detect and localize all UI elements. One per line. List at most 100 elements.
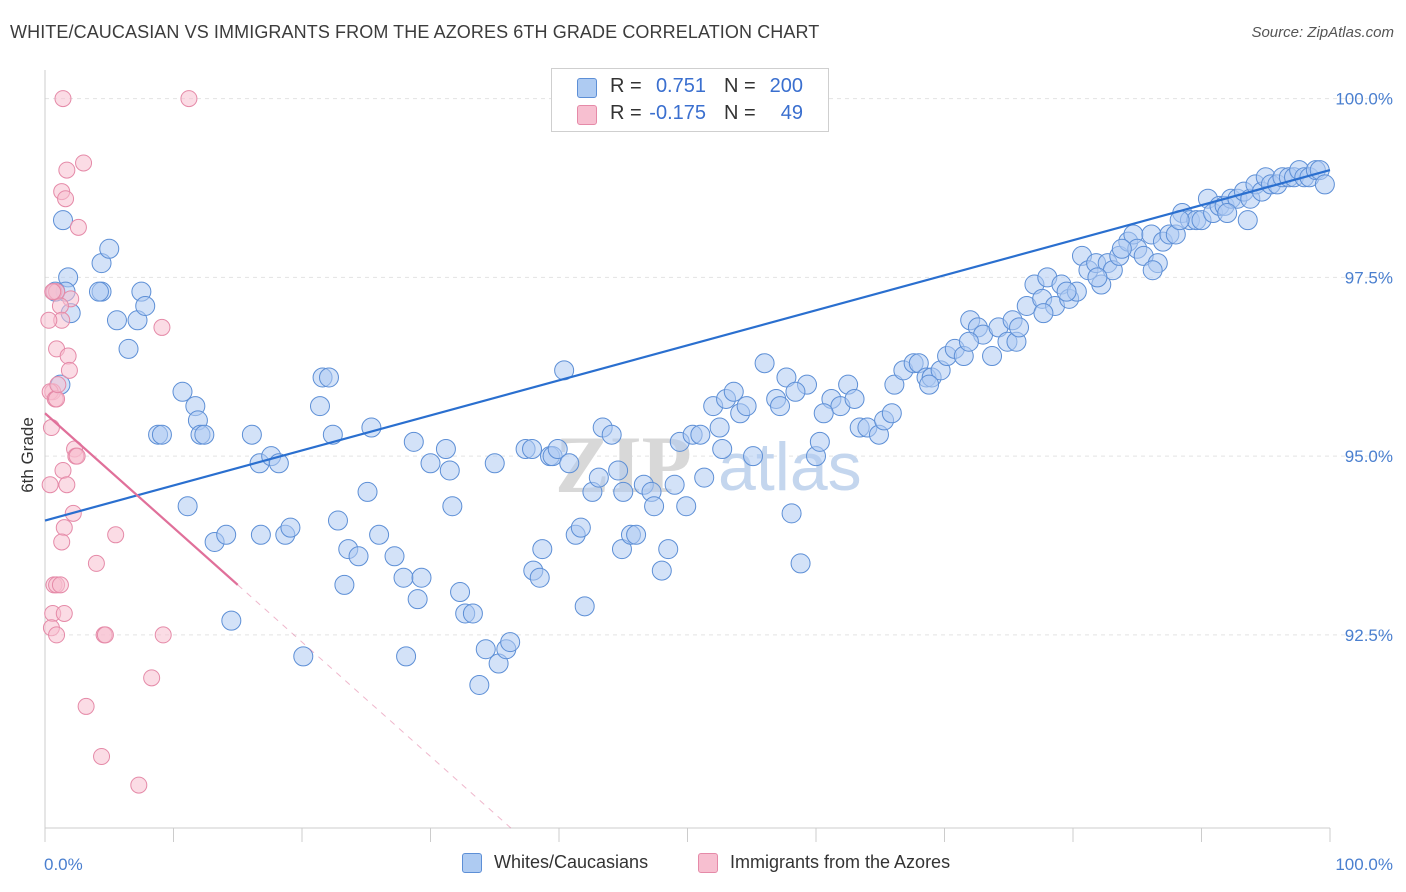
data-point-whites	[723, 381, 744, 402]
data-point-whites	[216, 524, 237, 545]
data-point-whites	[106, 310, 127, 331]
legend-n-label: N =	[724, 75, 756, 97]
data-point-whites	[532, 539, 553, 560]
tick-labels: 92.5% 95.0% 97.5% 100.0% 0.0% 100.0%	[44, 90, 1393, 874]
data-point-whites	[809, 431, 830, 452]
data-point-whites	[88, 281, 109, 302]
data-point-whites	[407, 589, 428, 610]
watermark-atlas: atlas	[718, 429, 862, 505]
data-point-azores	[59, 347, 77, 365]
data-points	[40, 90, 1335, 794]
data-point-azores	[153, 318, 171, 336]
data-point-whites	[221, 610, 242, 631]
data-point-whites	[785, 381, 806, 402]
data-point-whites	[844, 388, 865, 409]
stats-legend: R = 0.751 N = 200 R = -0.175 N = 49	[551, 68, 829, 132]
data-point-whites	[369, 524, 390, 545]
data-point-whites	[393, 567, 414, 588]
legend-swatch-blue	[577, 78, 597, 98]
data-point-whites	[318, 367, 339, 388]
legend-r-label: R =	[610, 75, 642, 97]
data-point-azores	[58, 161, 76, 179]
source-credit: Source: ZipAtlas.com	[1251, 24, 1394, 41]
data-point-whites	[403, 431, 424, 452]
data-point-whites	[601, 424, 622, 445]
data-point-whites	[462, 603, 483, 624]
bottom-legend-swatch-pink	[698, 853, 718, 873]
data-point-azores	[58, 476, 76, 494]
data-point-whites	[676, 496, 697, 517]
data-point-whites	[559, 453, 580, 474]
data-point-whites	[813, 403, 834, 424]
data-point-whites	[958, 331, 979, 352]
data-point-azores	[54, 90, 72, 108]
grid-lines	[45, 98, 1390, 636]
data-point-azores	[51, 297, 69, 315]
data-point-whites	[709, 417, 730, 438]
legend-row-azores: R = -0.175 N = 49	[552, 101, 828, 127]
data-point-whites	[1217, 203, 1238, 224]
data-point-azores	[143, 669, 161, 687]
data-point-whites	[411, 567, 432, 588]
data-point-whites	[334, 574, 355, 595]
data-point-whites	[384, 546, 405, 567]
data-point-whites	[658, 539, 679, 560]
data-point-whites	[1087, 267, 1108, 288]
data-point-azores	[180, 90, 198, 108]
data-point-whites	[529, 567, 550, 588]
data-point-azores	[57, 190, 75, 208]
data-point-whites	[1111, 238, 1132, 259]
data-point-whites	[52, 210, 73, 231]
data-point-whites	[118, 338, 139, 359]
data-point-azores	[49, 376, 67, 394]
y-tick-label: 100.0%	[1335, 90, 1393, 109]
legend-r-value: -0.175	[649, 102, 706, 124]
legend-row-whites: R = 0.751 N = 200	[552, 74, 828, 100]
data-point-azores	[40, 311, 58, 329]
data-point-whites	[690, 424, 711, 445]
data-point-whites	[712, 439, 733, 459]
data-point-azores	[69, 218, 87, 236]
data-point-whites	[484, 453, 505, 474]
data-point-azores	[87, 554, 105, 572]
data-point-azores	[130, 776, 148, 794]
data-point-whites	[743, 446, 764, 467]
data-point-whites	[357, 481, 378, 502]
y-axis-label: 6th Grade	[18, 417, 37, 493]
data-point-whites	[293, 646, 314, 667]
data-point-whites	[664, 474, 685, 495]
chart-title: WHITE/CAUCASIAN VS IMMIGRANTS FROM THE A…	[10, 22, 820, 42]
y-tick-label: 92.5%	[1345, 626, 1393, 645]
data-point-whites	[1056, 281, 1077, 302]
data-point-whites	[172, 381, 193, 402]
data-point-whites	[608, 460, 629, 481]
data-point-whites	[1237, 210, 1258, 231]
bottom-legend-label: Immigrants from the Azores	[730, 852, 951, 872]
data-point-whites	[151, 424, 172, 445]
trend-lines	[44, 169, 1331, 829]
bottom-legend-label: Whites/Caucasians	[494, 852, 649, 872]
data-point-azores	[75, 154, 93, 172]
data-point-whites	[1314, 174, 1335, 195]
axes	[44, 70, 1331, 842]
data-point-whites	[309, 396, 330, 417]
data-point-whites	[99, 238, 120, 259]
data-point-whites	[348, 546, 369, 567]
data-point-whites	[442, 496, 463, 517]
data-point-whites	[626, 524, 647, 545]
x-tick-label: 100.0%	[1335, 855, 1393, 874]
data-point-azores	[93, 747, 111, 765]
data-point-whites	[500, 632, 521, 653]
data-point-azores	[55, 604, 73, 622]
data-point-azores	[60, 361, 78, 379]
data-point-azores	[96, 626, 114, 644]
data-point-azores	[42, 419, 60, 437]
data-point-azores	[44, 283, 62, 301]
data-point-whites	[770, 396, 791, 417]
data-point-whites	[570, 517, 591, 538]
data-point-whites	[694, 467, 715, 488]
legend-n-value: 49	[780, 102, 803, 124]
data-point-whites	[1142, 260, 1163, 281]
data-point-azores	[53, 533, 71, 551]
data-point-whites	[322, 424, 343, 445]
